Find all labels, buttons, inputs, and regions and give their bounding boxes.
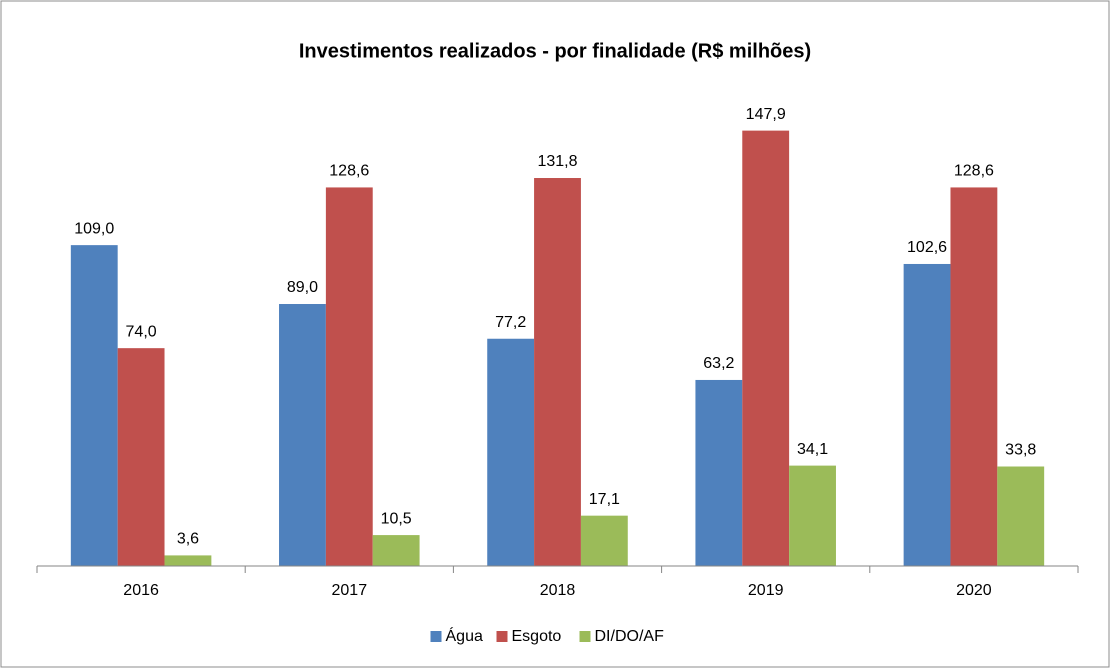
data-label: 131,8 <box>537 153 577 170</box>
legend-label: DI/DO/AF <box>595 628 665 645</box>
legend-label: Esgoto <box>512 628 562 645</box>
bar <box>534 178 581 567</box>
data-label: 10,5 <box>381 510 412 527</box>
bar <box>164 555 212 566</box>
x-tick-label: 2019 <box>748 582 784 599</box>
chart-title: Investimentos realizados - por finalidad… <box>299 40 811 62</box>
data-label: 17,1 <box>589 491 620 508</box>
x-tick-label: 2016 <box>123 582 159 599</box>
x-tick-label: 2018 <box>540 582 576 599</box>
bar <box>70 245 118 566</box>
x-tick-label: 2020 <box>956 582 992 599</box>
legend-swatch <box>496 631 508 642</box>
bar <box>325 187 373 566</box>
data-label: 128,6 <box>329 163 369 180</box>
bar <box>695 379 743 566</box>
bar <box>742 130 790 566</box>
bar <box>950 187 998 566</box>
data-label: 34,1 <box>797 441 828 458</box>
data-label: 3,6 <box>177 531 199 548</box>
data-label: 89,0 <box>287 279 318 296</box>
data-label: 74,0 <box>126 323 157 340</box>
bar <box>372 535 420 566</box>
bar <box>487 338 535 566</box>
data-label: 147,9 <box>746 106 786 123</box>
bar <box>903 263 951 566</box>
data-label: 109,0 <box>74 220 114 237</box>
bar <box>117 348 165 566</box>
data-label: 128,6 <box>954 163 994 180</box>
bar <box>279 304 326 566</box>
legend-label: Água <box>446 626 483 645</box>
legend-swatch <box>579 631 591 642</box>
x-tick-label: 2017 <box>332 582 368 599</box>
data-label: 33,8 <box>1005 442 1036 459</box>
data-label: 63,2 <box>703 355 734 372</box>
bar <box>580 515 628 566</box>
bar <box>997 466 1045 566</box>
bar <box>789 465 836 566</box>
legend-swatch <box>430 631 442 642</box>
data-label: 77,2 <box>495 314 526 331</box>
data-label: 102,6 <box>907 239 947 256</box>
